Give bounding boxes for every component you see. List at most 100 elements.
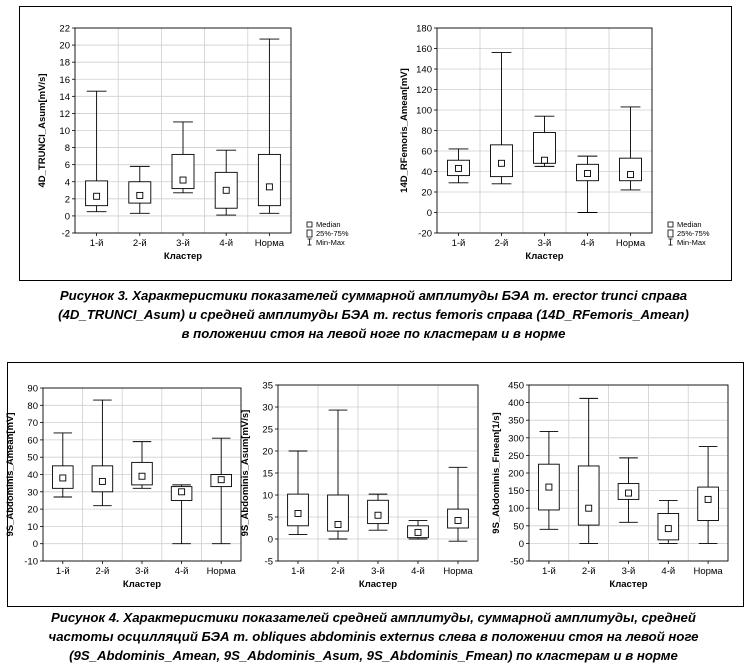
y-tick-label: 20 [262, 447, 273, 458]
y-tick-label: 10 [59, 126, 70, 137]
median-marker [545, 483, 553, 491]
legend-median-label: Median [677, 220, 702, 229]
x-tick-label: Норма [616, 238, 646, 249]
y-tick-label: 4 [65, 177, 70, 188]
x-tick-label: 3-й [538, 238, 552, 249]
y-tick-label: 22 [59, 24, 70, 35]
y-tick-label: 160 [416, 44, 432, 55]
x-tick-label: 4-й [661, 566, 675, 577]
x-tick-label: 2-й [331, 566, 345, 577]
x-tick-label: 2-й [582, 566, 596, 577]
figure4-caption-line: (9S_Abdominis_Amean, 9S_Abdominis_Asum, … [69, 648, 678, 663]
y-tick-label: 80 [421, 126, 432, 137]
legend-iqr-label: 25%-75% [677, 229, 710, 238]
median-marker [627, 171, 634, 179]
y-tick-label: 6 [65, 160, 70, 171]
y-tick-label: -5 [265, 557, 273, 568]
x-tick-label: Норма [207, 566, 237, 577]
y-tick-label: 60 [27, 435, 38, 446]
x-tick-label: 1-й [542, 566, 556, 577]
y-tick-label: 100 [508, 504, 524, 515]
median-marker [136, 191, 144, 199]
y-axis-label: 9S_Abdominis_Asum[mV/s] [240, 410, 251, 537]
chart-9s-abdominis-asum: -5 0 5 10 15 20 25 30 35 1-й 2-й 3-й 4-й Норма Кластер… [240, 381, 479, 590]
y-tick-label: 90 [27, 384, 38, 395]
y-tick-label: 12 [59, 109, 70, 120]
median-marker [178, 488, 186, 496]
legend-median-swatch [306, 221, 313, 228]
y-tick-label: 200 [508, 469, 524, 480]
y-tick-label: 70 [27, 418, 38, 429]
x-tick-label: 1-й [291, 566, 305, 577]
box-iqr [577, 465, 600, 526]
legend-minmax-label: Min-Max [677, 238, 706, 247]
x-tick-label: 2-й [495, 238, 509, 249]
median-marker [294, 510, 302, 517]
y-tick-label: 0 [427, 208, 432, 219]
median-marker [541, 156, 548, 164]
y-tick-label: 25 [262, 425, 273, 436]
x-tick-label: 4-й [411, 566, 425, 577]
y-tick-label: 10 [262, 491, 273, 502]
y-tick-label: 50 [513, 521, 524, 532]
x-tick-label: 3-й [176, 238, 190, 249]
y-tick-label: 8 [65, 143, 70, 154]
median-marker [625, 489, 632, 497]
median-marker [98, 477, 106, 485]
median-marker [374, 511, 382, 519]
y-tick-label: 10 [27, 522, 38, 533]
y-tick-label: 35 [262, 381, 273, 392]
median-marker [138, 472, 146, 480]
y-axis-label: 9S_Abdominis_Amean[mV] [5, 412, 16, 536]
median-marker [334, 521, 342, 528]
y-tick-label: 20 [59, 41, 70, 52]
figure3-frame [19, 6, 732, 281]
median-marker [217, 476, 225, 484]
legend-iqr-swatch [306, 229, 313, 238]
y-tick-label: 5 [268, 513, 273, 524]
x-tick-label: 1-й [452, 238, 466, 249]
y-tick-label: 20 [421, 188, 432, 199]
x-tick-label: 3-й [371, 566, 385, 577]
x-tick-label: 3-й [622, 566, 636, 577]
median-marker [179, 176, 187, 184]
y-axis-label: 14D_RFemoris_Amean[mV] [399, 68, 410, 193]
x-tick-label: Норма [443, 566, 473, 577]
y-tick-label: 300 [508, 433, 524, 444]
y-tick-label: 80 [27, 401, 38, 412]
y-tick-label: -20 [418, 229, 432, 240]
y-tick-label: -10 [24, 557, 38, 568]
y-tick-label: -50 [510, 557, 524, 568]
x-tick-label: 4-й [219, 238, 233, 249]
chart-14d-rfemoris-amean: -20 0 20 40 60 80 100 120 140 160 180 1-й 2-й 3-й 4-й Н… [399, 24, 710, 263]
legend-iqr-label: 25%-75% [316, 229, 349, 238]
box-iqr [619, 157, 642, 182]
y-tick-label: 16 [59, 75, 70, 86]
x-tick-label: 4-й [175, 566, 189, 577]
figure3-caption: Рисунок 3. Характеристики показателей су… [0, 286, 747, 343]
box-iqr [257, 153, 281, 207]
y-tick-label: 40 [27, 470, 38, 481]
y-tick-label: 20 [27, 505, 38, 516]
chart-9s-abdominis-fmean: -50 0 50 100 150 200 250 300 350 400 450 1-й 2-й 3-й 4… [491, 381, 729, 590]
median-marker [585, 504, 593, 512]
x-tick-label: 1-й [56, 566, 70, 577]
box-iqr [287, 493, 309, 527]
y-tick-label: 120 [416, 85, 432, 96]
legend-median-swatch [667, 221, 674, 228]
legend-minmax-label: Min-Max [316, 238, 345, 247]
median-marker [498, 159, 505, 167]
y-tick-label: 2 [65, 194, 70, 205]
box-iqr [171, 153, 195, 190]
y-tick-label: 450 [508, 381, 524, 392]
chart-9s-abdominis-amean: -10 0 10 20 30 40 50 60 70 80 90 1-й 2-й 3-й 4-й Норма К… [5, 384, 242, 590]
x-axis-label: Кластер [609, 579, 647, 590]
y-tick-label: 30 [262, 403, 273, 414]
y-tick-label: 100 [416, 106, 432, 117]
figure3-caption-line: Рисунок 3. Характеристики показателей су… [59, 288, 688, 303]
x-tick-label: 3-й [135, 566, 149, 577]
x-tick-label: 4-й [581, 238, 595, 249]
box-iqr [697, 486, 719, 521]
y-tick-label: 18 [59, 58, 70, 69]
y-tick-label: 400 [508, 398, 524, 409]
